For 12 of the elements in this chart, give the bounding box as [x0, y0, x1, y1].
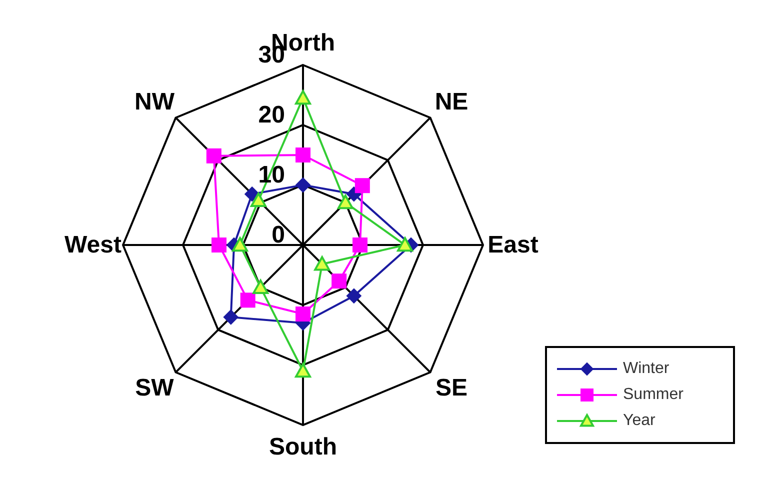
spoke-label: NW [134, 88, 175, 116]
spoke-label: East [488, 232, 538, 258]
y-tick-label: 0 [272, 222, 285, 248]
spoke-label: West [64, 232, 122, 258]
spoke-label: South [269, 434, 337, 460]
y-tick-label: 20 [258, 102, 285, 128]
legend-label: Year [623, 412, 656, 430]
legend-label: Summer [623, 386, 684, 404]
spoke-label: SE [435, 374, 468, 402]
spoke-label: NE [434, 88, 468, 116]
spoke-label: SW [135, 374, 174, 402]
legend-label: Winter [623, 360, 670, 378]
